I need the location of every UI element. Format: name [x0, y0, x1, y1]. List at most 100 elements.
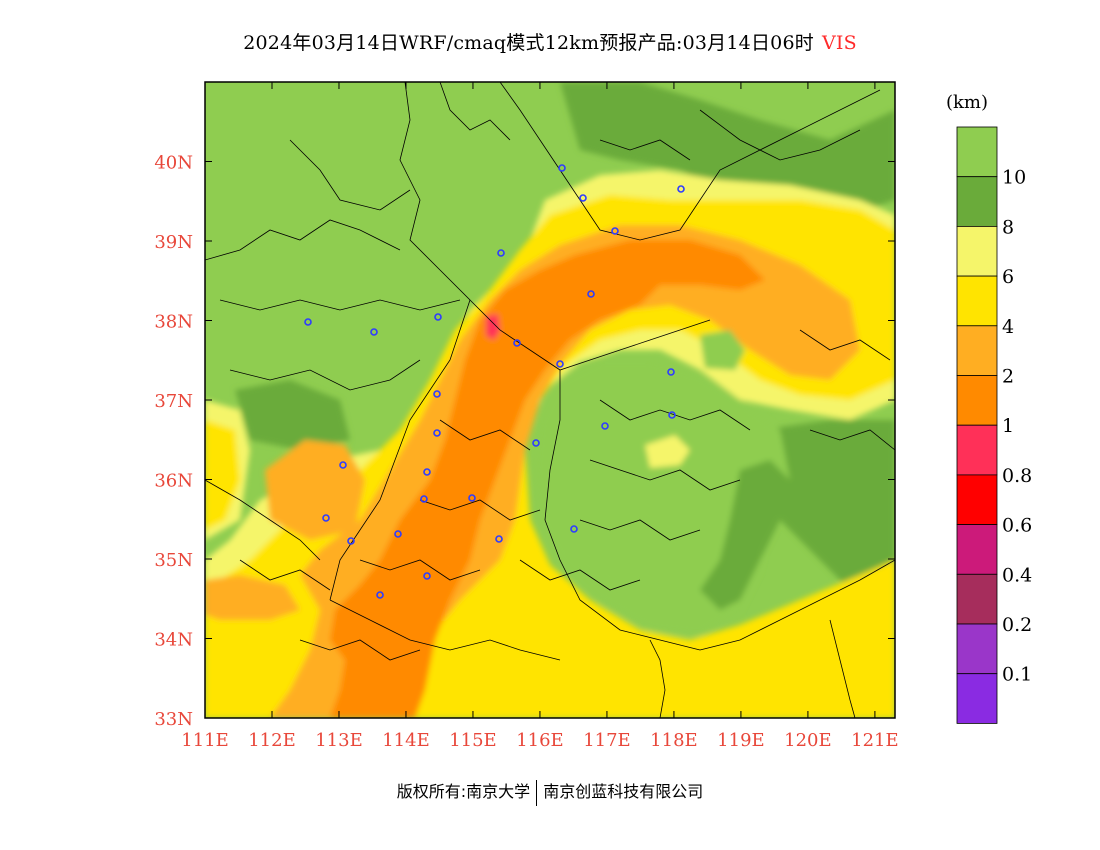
- yellow-west: [205, 420, 240, 530]
- city-marker: [347, 537, 355, 545]
- city-marker: [433, 390, 441, 398]
- city-marker: [668, 411, 676, 419]
- city-marker: [423, 572, 431, 580]
- city-marker: [667, 368, 675, 376]
- city-marker: [304, 318, 312, 326]
- lon-tick-label: 120E: [784, 730, 832, 751]
- city-marker: [570, 525, 578, 533]
- county-line-5: [589, 459, 741, 491]
- colorbar-swatch: [956, 424, 998, 476]
- county-line-17: [599, 139, 691, 161]
- city-marker: [339, 461, 347, 469]
- city-marker: [370, 328, 378, 336]
- light-orange-southwest: [205, 575, 300, 620]
- colorbar-label: 6: [1002, 266, 1014, 288]
- colorbar-label: 0.6: [1002, 515, 1032, 537]
- dark-green-patch-north: [560, 82, 895, 215]
- city-marker: [468, 494, 476, 502]
- county-line-11: [699, 109, 861, 161]
- title-text: 2024年03月14日WRF/cmaq模式12km预报产品:03月14日06时: [243, 32, 814, 54]
- city-marker: [495, 535, 503, 543]
- county-line-2: [219, 299, 461, 311]
- city-marker: [513, 339, 521, 347]
- copyright-left: 版权所有:南京大学: [396, 782, 531, 801]
- lon-tick-label: 121E: [851, 730, 899, 751]
- county-line-12: [799, 329, 891, 361]
- map-axes: 111E 112E 113E 114E 115E 116E 117E 118E 119E 120E…: [154, 82, 899, 751]
- province-border-3: [499, 82, 881, 241]
- colorbar-swatch: [956, 623, 998, 675]
- lat-tick-label: 33N: [154, 709, 193, 730]
- county-line-3: [229, 359, 421, 391]
- city-marker: [611, 227, 619, 235]
- county-line-8: [419, 499, 541, 521]
- lon-tick-label: 116E: [516, 730, 564, 751]
- city-markers: [304, 164, 685, 599]
- county-line-6: [579, 519, 701, 541]
- city-marker: [601, 422, 609, 430]
- colorbar-swatch: [956, 573, 998, 625]
- city-marker: [677, 185, 685, 193]
- county-line-10: [299, 639, 421, 661]
- city-marker: [532, 439, 540, 447]
- province-border-7: [699, 559, 895, 651]
- city-marker: [322, 514, 330, 522]
- lat-tick-label: 39N: [154, 232, 193, 253]
- colorbar: (km) 10 8 6 4 2 1 0.8 0.6 0.4 0.2 0.1: [946, 92, 1032, 724]
- province-border-2: [205, 219, 401, 261]
- lon-tick-label: 114E: [382, 730, 430, 751]
- province-border-10: [649, 639, 666, 718]
- colorbar-label: 0.8: [1002, 465, 1032, 487]
- lat-tick-label: 38N: [154, 312, 193, 333]
- colorbar-swatch: [956, 225, 998, 277]
- province-border-6: [329, 599, 561, 661]
- lat-tick-label: 35N: [154, 550, 193, 571]
- lon-tick-label: 111E: [181, 730, 229, 751]
- city-marker: [587, 290, 595, 298]
- province-border-1: [329, 82, 471, 601]
- city-marker: [556, 360, 564, 368]
- province-border-8: [829, 619, 856, 718]
- lon-tick-label: 112E: [248, 730, 296, 751]
- copyright-footer: 版权所有:南京大学 南京创蓝科技有限公司: [0, 778, 1100, 806]
- colorbar-label: 8: [1002, 216, 1014, 238]
- city-marker: [558, 164, 566, 172]
- city-marker: [434, 313, 442, 321]
- city-marker: [579, 194, 587, 202]
- colorbar-label: 0.1: [1002, 664, 1032, 686]
- city-marker: [376, 591, 384, 599]
- colorbar-label: 0.4: [1002, 564, 1032, 586]
- city-marker: [423, 468, 431, 476]
- county-line-14: [239, 559, 331, 591]
- dark-green-shandong-east: [700, 460, 790, 610]
- colorbar-label: 1: [1002, 415, 1014, 437]
- colorbar-swatch: [956, 275, 998, 327]
- county-line-13: [809, 429, 895, 451]
- lat-tick-label: 34N: [154, 630, 193, 651]
- colorbar-swatch: [956, 176, 998, 227]
- county-line-1: [289, 139, 411, 211]
- lon-tick-label: 113E: [315, 730, 363, 751]
- lon-tick-label: 118E: [650, 730, 698, 751]
- colorbar-swatch: [956, 673, 998, 724]
- visibility-field: [205, 82, 895, 718]
- colorbar-label: 10: [1002, 167, 1026, 189]
- lon-tick-label: 115E: [449, 730, 497, 751]
- colorbar-label: 4: [1002, 316, 1014, 338]
- city-marker: [497, 249, 505, 257]
- yellow-spot-center: [645, 435, 690, 468]
- county-line-9: [359, 559, 481, 581]
- colorbar-label: 0.2: [1002, 614, 1032, 636]
- province-border-4: [469, 299, 711, 371]
- copyright-separator: [536, 779, 538, 806]
- dark-green-patch-west: [235, 380, 350, 450]
- boundary-lines: [205, 82, 895, 718]
- city-marker: [394, 530, 402, 538]
- copyright-right: 南京创蓝科技有限公司: [543, 782, 704, 801]
- orange-core-band: [330, 240, 765, 718]
- lat-tick-label: 36N: [154, 471, 193, 492]
- province-border-5: [544, 370, 701, 651]
- lon-tick-label: 117E: [583, 730, 631, 751]
- colorbar-swatch: [956, 325, 998, 376]
